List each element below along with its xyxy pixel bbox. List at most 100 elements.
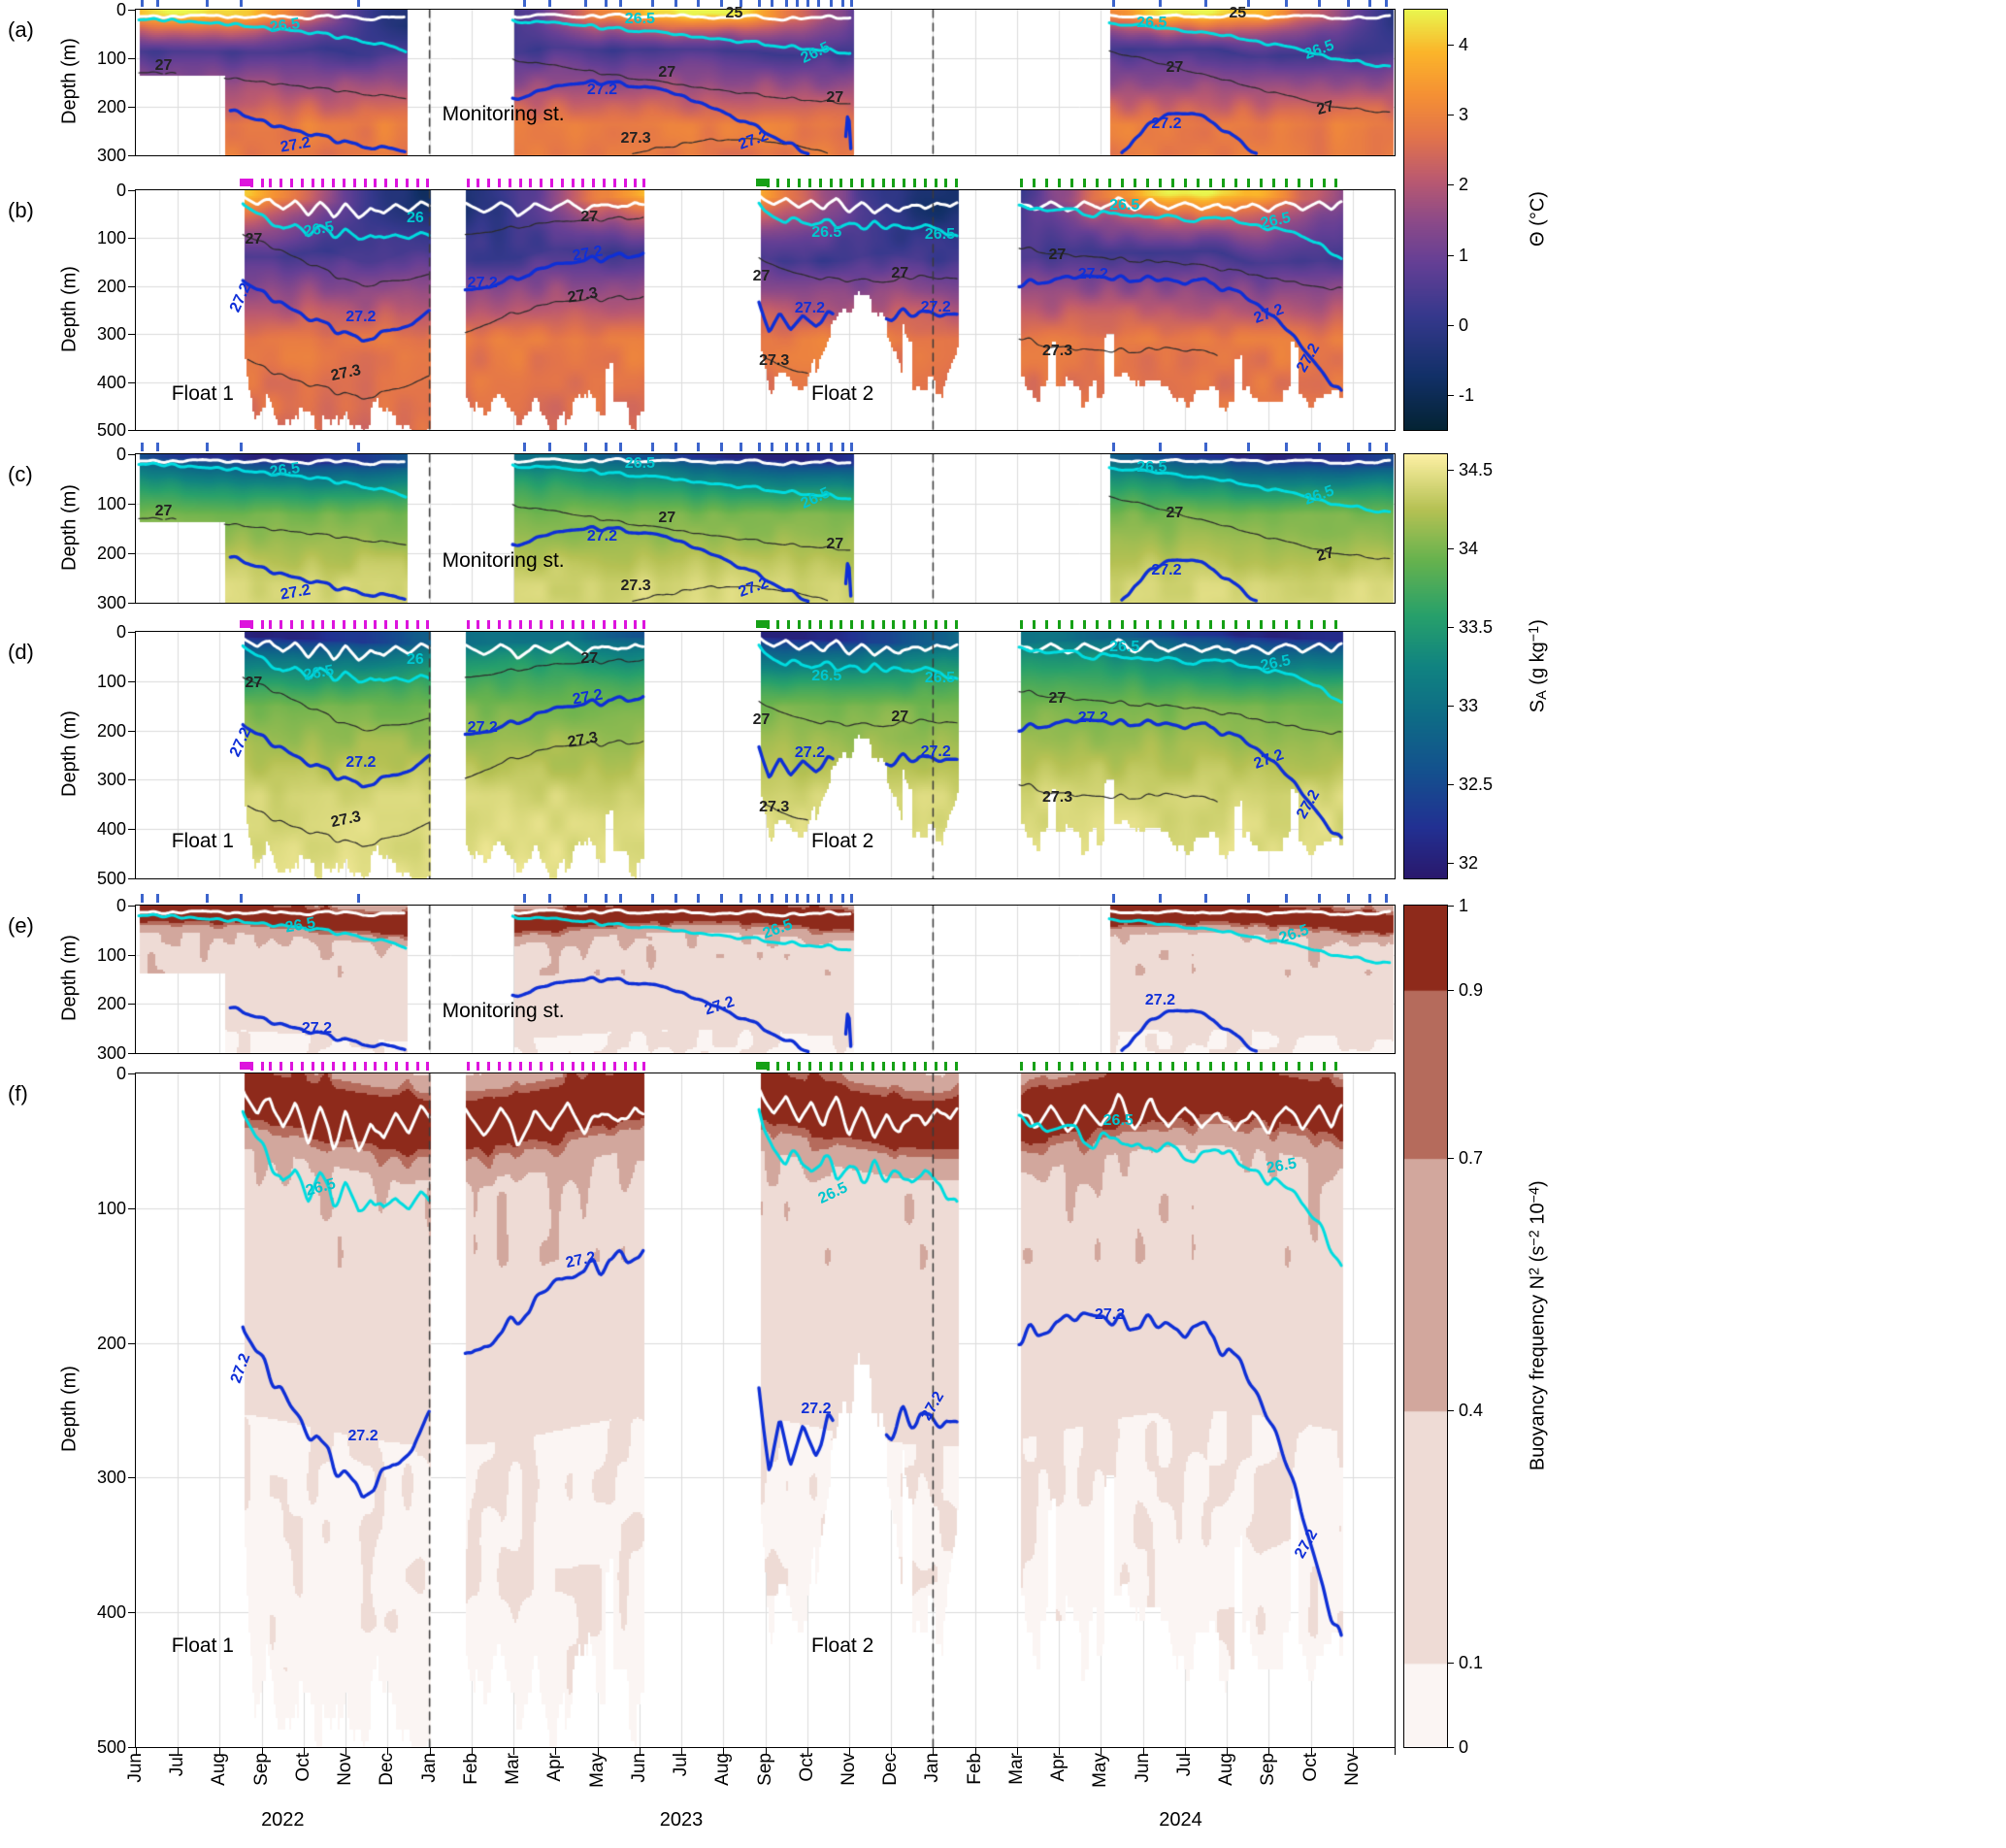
sampling-tick-float2 [1271, 620, 1275, 629]
sampling-tick-float2 [818, 179, 822, 187]
sampling-tick-float1 [508, 620, 511, 629]
heatmap-canvas-a [136, 10, 1395, 155]
annotation-float-1: Float 1 [171, 381, 234, 405]
sampling-tick-mon [141, 0, 145, 7]
panel-letter-e: (e) [8, 913, 34, 938]
sampling-tick-float2 [1183, 1062, 1187, 1071]
sampling-tick-float2 [1108, 1062, 1111, 1071]
annotation-float-1: Float 1 [171, 829, 234, 852]
contour-label: 27 [245, 231, 263, 248]
sampling-tick-mon [605, 894, 608, 903]
sampling-tick-float2 [850, 1062, 854, 1071]
sampling-tick-float2 [787, 620, 791, 629]
x-tick-label-month: Nov [335, 1753, 356, 1786]
sampling-tick-mon [155, 894, 159, 903]
sampling-tick-float2 [787, 1062, 791, 1071]
sampling-tick-float1 [352, 620, 356, 629]
sampling-tick-mon [1204, 894, 1208, 903]
x-tick-mark [848, 1748, 850, 1755]
contour-label: 27 [826, 535, 844, 552]
contour-label: 27.2 [1095, 1305, 1126, 1323]
sampling-tick-float2 [1309, 179, 1313, 187]
sampling-tick-float1 [311, 1062, 314, 1071]
sampling-tick-float1 [395, 1062, 399, 1071]
sampling-tick-float1 [612, 179, 616, 187]
sampling-tick-float2 [871, 179, 874, 187]
x-tick-label-month: Feb [964, 1753, 985, 1785]
sampling-tick-float1 [352, 1062, 356, 1071]
sampling-tick-float1 [581, 179, 585, 187]
sampling-tick-float2 [1096, 1062, 1100, 1071]
sampling-tick-float2 [1309, 620, 1313, 629]
depth-tick-label: 100 [96, 228, 126, 248]
depth-tick-mark [128, 238, 135, 240]
sampling-tick-float2 [1108, 179, 1111, 187]
sampling-tick-mon [720, 0, 724, 7]
x-tick-mark [261, 1748, 263, 1755]
sampling-tick-float2 [1334, 620, 1338, 629]
heatmap-canvas-d [136, 632, 1395, 878]
depth-tick-label: 0 [115, 1064, 126, 1083]
sampling-tick-mon [1158, 894, 1162, 903]
sampling-tick-float2 [1259, 1062, 1263, 1071]
x-tick-mark [597, 1748, 599, 1755]
sampling-tick-float2 [912, 1062, 916, 1071]
sampling-tick-mon [583, 443, 587, 451]
sampling-tick-mon [841, 894, 845, 903]
heatmap-canvas-b [136, 190, 1395, 430]
sampling-tick-float1 [550, 1062, 553, 1071]
depth-tick-label: 0 [115, 622, 126, 642]
sampling-tick-float1 [550, 179, 553, 187]
contour-label: 27.2 [801, 1401, 832, 1417]
sampling-tick-mon [522, 894, 526, 903]
sampling-tick-float2 [1133, 620, 1136, 629]
depth-tick-mark [128, 1747, 135, 1748]
sampling-tick-float1 [343, 620, 345, 629]
colorbar-tick-mark [1448, 1158, 1454, 1160]
colorbar-tick-mark [1448, 394, 1454, 396]
sampling-tick-float2 [955, 620, 959, 629]
x-tick-label-month: Sep [754, 1753, 775, 1786]
x-tick-mark [1016, 1748, 1018, 1755]
contour-label: 27 [1048, 690, 1067, 708]
year-label: 2022 [261, 1809, 305, 1831]
sampling-tick-float1 [374, 179, 378, 187]
sampling-tick-mon [720, 443, 724, 451]
sampling-tick-float1 [280, 620, 283, 629]
sampling-tick-float1 [321, 179, 325, 187]
depth-tick-mark [128, 954, 135, 956]
colorbar-tick-mark [1448, 783, 1454, 785]
contour-label: 27 [154, 503, 173, 520]
sampling-tick-mon [697, 0, 701, 7]
depth-tick-label: 0 [115, 181, 126, 200]
sampling-tick-float1 [269, 179, 273, 187]
sampling-tick-float1 [352, 179, 356, 187]
sampling-tick-float2 [1297, 620, 1300, 629]
contour-label: 27 [154, 57, 173, 74]
sampling-tick-float2 [1259, 179, 1263, 187]
sampling-tick-float1 [540, 179, 543, 187]
sampling-tick-float1 [623, 179, 627, 187]
sampling-tick-mon [1204, 443, 1208, 451]
sampling-tick-mon [795, 0, 799, 7]
sampling-tick-float2 [934, 1062, 937, 1071]
depth-tick-mark [128, 1004, 135, 1006]
sampling-tick-mon [1385, 443, 1389, 451]
contour-label: 26.5 [1136, 459, 1167, 477]
sampling-tick-mon [155, 443, 159, 451]
sampling-tick-float2 [1158, 179, 1162, 187]
sampling-tick-float2 [1246, 1062, 1250, 1071]
sampling-tick-float1 [269, 620, 273, 629]
x-tick-label-month: Oct [292, 1753, 313, 1782]
depth-tick-mark [128, 454, 135, 455]
sampling-tick-float2 [860, 1062, 864, 1071]
sampling-tick-float2 [892, 179, 896, 187]
contour-label: 25 [1229, 5, 1247, 21]
x-tick-label-month: Jun [628, 1753, 649, 1783]
heatmap-canvas-f [136, 1073, 1395, 1747]
sampling-tick-float2 [839, 179, 843, 187]
sampling-tick-mon [841, 0, 845, 7]
deployment-square-float1 [240, 620, 253, 628]
sampling-tick-mon [1368, 443, 1372, 451]
depth-tick-label: 100 [96, 944, 126, 965]
